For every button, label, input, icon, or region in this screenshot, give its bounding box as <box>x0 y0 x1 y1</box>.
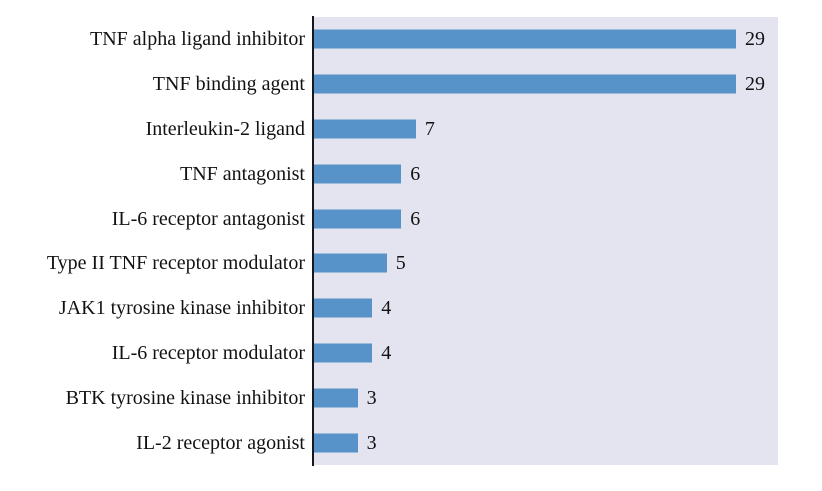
value-label: 29 <box>745 73 765 96</box>
bar <box>314 209 402 229</box>
bar <box>314 298 373 318</box>
bar <box>314 119 416 139</box>
value-label: 4 <box>381 342 392 364</box>
bar <box>314 343 373 363</box>
category-label: IL-6 receptor antagonist <box>111 207 305 230</box>
category-label: IL-2 receptor agonist <box>136 431 305 454</box>
category-label: BTK tyrosine kinase inhibitor <box>65 386 305 409</box>
value-label: 5 <box>395 252 406 275</box>
bar <box>314 74 736 94</box>
value-label: 3 <box>366 431 377 454</box>
category-label: IL-6 receptor modulator <box>111 342 305 364</box>
value-label: 3 <box>366 386 377 409</box>
value-label: 7 <box>424 118 435 140</box>
value-label: 6 <box>410 207 421 230</box>
category-label: TNF binding agent <box>152 73 305 96</box>
bar <box>314 388 358 408</box>
category-label: TNF alpha ligand inhibitor <box>90 28 305 51</box>
y-axis-line <box>312 16 314 466</box>
bar <box>314 253 387 273</box>
category-label: TNF antagonist <box>180 162 305 185</box>
value-label: 4 <box>381 297 392 320</box>
bar <box>314 433 358 453</box>
bar <box>314 29 736 49</box>
value-label: 29 <box>745 28 765 51</box>
value-label: 6 <box>410 162 421 185</box>
bar <box>314 164 402 184</box>
category-label: JAK1 tyrosine kinase inhibitor <box>58 297 305 320</box>
category-label: Interleukin-2 ligand <box>145 118 305 140</box>
category-label: Type II TNF receptor modulator <box>46 252 305 275</box>
